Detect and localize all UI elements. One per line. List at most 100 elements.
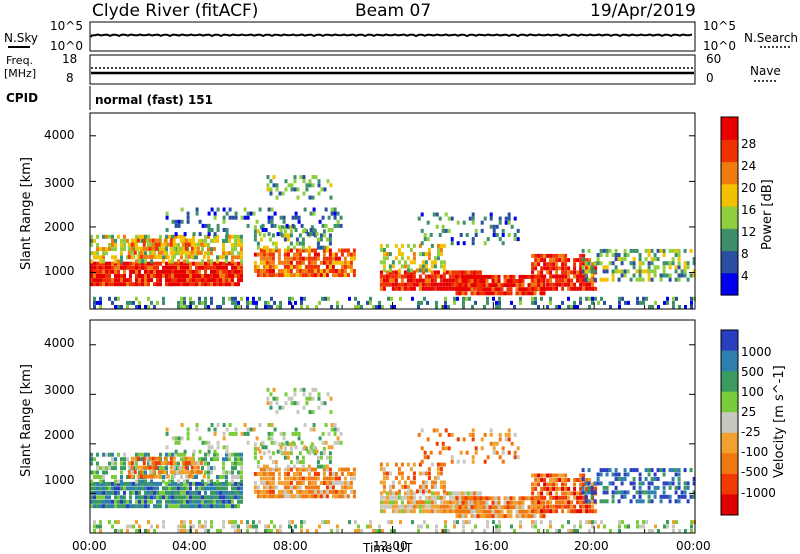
power-cell bbox=[198, 261, 201, 266]
velocity-cell bbox=[552, 486, 556, 491]
velocity-cell bbox=[590, 494, 594, 499]
velocity-cell bbox=[102, 466, 105, 471]
velocity-cell bbox=[228, 423, 232, 427]
power-cell bbox=[249, 211, 253, 216]
velocity-cell bbox=[307, 489, 311, 494]
power-cell bbox=[330, 207, 334, 212]
velocity-cell bbox=[450, 459, 454, 464]
power-cell bbox=[464, 283, 468, 288]
velocity-cell bbox=[564, 482, 568, 487]
power-cell bbox=[330, 228, 334, 232]
velocity-cell bbox=[555, 478, 559, 482]
velocity-cell bbox=[222, 504, 225, 509]
velocity-cell bbox=[319, 489, 323, 494]
velocity-cell bbox=[461, 514, 465, 519]
velocity-cell bbox=[99, 504, 102, 509]
velocity-cell bbox=[611, 481, 615, 486]
velocity-cell bbox=[570, 504, 574, 509]
velocity-cell bbox=[268, 476, 272, 481]
power-cell bbox=[599, 277, 603, 282]
velocity-cell bbox=[180, 490, 183, 495]
velocity-cell bbox=[142, 461, 146, 466]
velocity-cell bbox=[418, 471, 422, 476]
velocity-cell bbox=[219, 504, 222, 509]
velocity-cell bbox=[195, 490, 198, 495]
power-cell bbox=[171, 219, 175, 224]
power-cell bbox=[582, 274, 586, 279]
velocity-cell bbox=[521, 496, 525, 501]
velocity-cell bbox=[412, 476, 416, 480]
x-tick-0000: 00:00 bbox=[72, 539, 107, 553]
velocity-cell bbox=[277, 472, 281, 476]
velocity-cell bbox=[123, 452, 126, 457]
velocity-cell bbox=[632, 477, 636, 481]
velocity-cell bbox=[177, 486, 180, 491]
power-cell bbox=[289, 229, 293, 234]
power-cell bbox=[201, 261, 204, 266]
power-cell bbox=[265, 260, 269, 265]
power-cell bbox=[471, 305, 474, 309]
velocity-cell bbox=[581, 468, 585, 473]
velocity-cell bbox=[483, 529, 486, 533]
velocity-cell bbox=[497, 496, 501, 501]
velocity-cell bbox=[518, 514, 522, 519]
power-cell bbox=[289, 233, 293, 238]
velocity-cell bbox=[382, 467, 386, 472]
velocity-cell bbox=[168, 495, 171, 500]
power-cell bbox=[231, 259, 234, 264]
velocity-cell bbox=[316, 460, 320, 465]
power-cell bbox=[114, 265, 117, 270]
power-cell bbox=[291, 223, 295, 228]
power-cell bbox=[186, 265, 189, 270]
velocity-cbar-tick-1000: 1000 bbox=[741, 345, 772, 359]
velocity-cell bbox=[327, 445, 331, 450]
power-cell bbox=[256, 229, 260, 234]
velocity-cell bbox=[412, 500, 416, 505]
velocity-cell bbox=[436, 504, 440, 509]
velocity-cell bbox=[558, 486, 562, 491]
power-cell bbox=[340, 248, 344, 253]
power-cell bbox=[462, 241, 466, 246]
velocity-cell bbox=[403, 484, 407, 489]
power-cell bbox=[186, 259, 189, 264]
power-cell bbox=[641, 261, 645, 266]
velocity-cell bbox=[302, 387, 306, 392]
velocity-cell bbox=[360, 529, 363, 533]
power-cell bbox=[274, 273, 278, 278]
velocity-cell bbox=[576, 491, 580, 496]
velocity-cell bbox=[150, 524, 153, 529]
velocity-cell bbox=[415, 504, 419, 509]
power-cell bbox=[329, 195, 333, 200]
velocity-cell bbox=[531, 504, 535, 509]
velocity-cell bbox=[207, 475, 210, 479]
power-cell bbox=[180, 278, 183, 283]
velocity-cell bbox=[527, 514, 531, 519]
velocity-cell bbox=[471, 455, 475, 460]
power-cell bbox=[180, 207, 184, 212]
velocity-cell bbox=[237, 499, 240, 504]
velocity-cell bbox=[445, 500, 449, 505]
velocity-cell bbox=[558, 473, 562, 478]
power-cell bbox=[561, 286, 565, 291]
power-cell bbox=[433, 282, 437, 287]
power-cell bbox=[585, 266, 589, 271]
power-cell bbox=[132, 269, 135, 274]
velocity-cell bbox=[483, 432, 487, 437]
velocity-cell bbox=[210, 481, 213, 486]
power-cell bbox=[199, 242, 203, 247]
velocity-cell bbox=[366, 524, 369, 529]
power-cell bbox=[435, 305, 438, 309]
velocity-cell bbox=[346, 472, 350, 476]
power-cell bbox=[117, 269, 120, 274]
power-cell bbox=[561, 282, 565, 287]
velocity-cell bbox=[549, 473, 553, 478]
power-cell bbox=[277, 248, 281, 253]
velocity-cell bbox=[171, 475, 174, 479]
power-cell bbox=[668, 273, 672, 278]
velocity-cell bbox=[171, 504, 174, 509]
power-cell bbox=[172, 238, 176, 243]
power-cell bbox=[593, 277, 597, 282]
velocity-cell bbox=[623, 490, 627, 495]
velocity-cell bbox=[623, 494, 627, 499]
power-cell bbox=[279, 215, 283, 220]
